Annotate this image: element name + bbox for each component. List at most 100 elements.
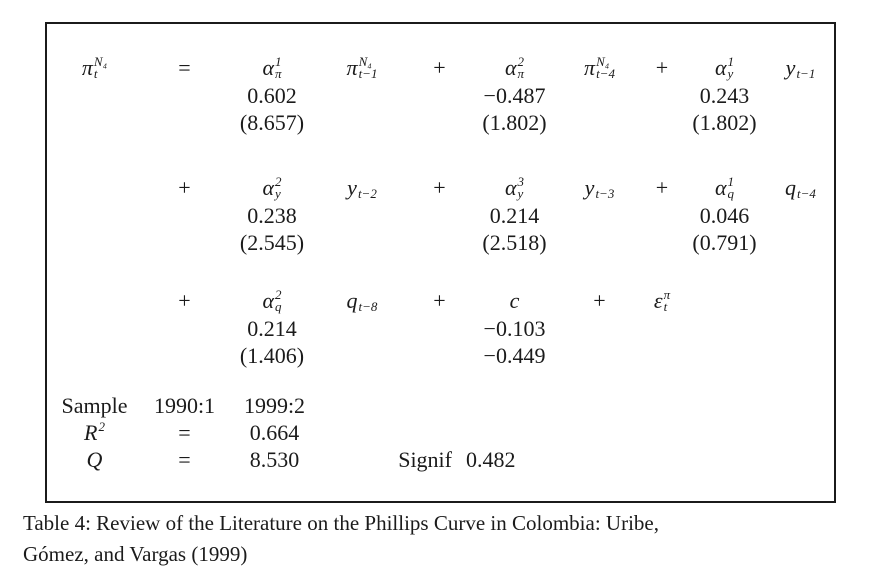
stats-row-label-sub: [98, 433, 105, 445]
eq-lhs-symbol-sub: t: [93, 66, 98, 81]
stats-row-label-base: Q: [86, 446, 103, 472]
stats-row-label-base: Sample: [61, 392, 128, 418]
eq-coefficient-symbol-sup: 2: [275, 287, 282, 302]
eq-variable-scripts: N₄ t−1: [358, 55, 378, 81]
stats-row-label-cell: Sample: [47, 392, 142, 419]
eq-variable-scripts: t−3: [595, 176, 614, 200]
eq-variable-sub: t−4: [596, 66, 615, 81]
stats-value: 1999:2: [243, 392, 306, 418]
eq-coefficient-symbol-sup: 2: [517, 54, 525, 69]
eq-tstat-value: −0.449: [483, 342, 546, 368]
eq-variable-base: q: [346, 288, 358, 313]
eq-variable-cell: y t−3: [557, 174, 642, 202]
eq-variable-sub: t−4: [797, 186, 816, 201]
eq-variable-scripts: t−2: [358, 176, 377, 200]
table-caption-line1: Table 4: Review of the Literature on the…: [23, 511, 659, 535]
eq-variable-scripts: t−1: [796, 56, 815, 80]
table-caption-line2: Gómez, and Vargas (1999): [23, 542, 248, 566]
eq-variable-cell: q t−8: [317, 287, 407, 315]
stats-value: 1990:1: [153, 392, 216, 418]
eq-coefficient-value: 0.238: [247, 202, 297, 228]
eq-operator: +: [433, 288, 446, 313]
eq-variable-cell: y t−2: [317, 174, 407, 202]
eq-variable-scripts: t−8: [359, 289, 378, 313]
eq-coefficient-symbol-sup: 1: [275, 54, 282, 69]
eq-coefficient-value: 0.046: [699, 202, 750, 228]
eq-variable-base: π: [584, 55, 596, 80]
eq-coefficient-symbol-sub: y: [727, 66, 734, 81]
stats-value: 0.664: [249, 419, 300, 445]
eq-variable-sup: N₄: [596, 54, 610, 69]
eq-variable: q t−4: [785, 175, 816, 201]
eq-coefficient-symbol-sub: π: [275, 66, 282, 81]
eq-variable-scripts: t−4: [797, 176, 816, 200]
stats-row-label: Q: [86, 446, 103, 472]
eq-lhs-symbol-scripts: N₄ t: [93, 55, 107, 81]
eq-coefficient-value: −0.103: [483, 315, 546, 341]
eq-coefficient-symbol-base: α: [262, 55, 275, 80]
eq-variable-sub: t−1: [358, 66, 378, 81]
equation-table-frame: π N₄ t = α 1 π 0.602 (8.657) π N₄ t−1 + α 2 π −0.487 (1.8…: [45, 22, 836, 503]
eq-tstat-value: (1.406): [239, 342, 305, 368]
eq-coefficient-symbol-base: α: [504, 175, 517, 200]
eq-coefficient-symbol-sup: 2: [275, 174, 282, 189]
eq-operator: +: [433, 55, 446, 80]
eq-operator: =: [178, 55, 191, 80]
eq-lhs-symbol: π N₄ t: [81, 55, 107, 81]
table-caption: Table 4: Review of the Literature on the…: [23, 508, 853, 570]
eq-variable-sub: t−2: [357, 186, 377, 201]
eq-coefficient-symbol-base: α: [714, 175, 727, 200]
stats-row-label-sup: 2: [98, 418, 105, 434]
eq-coefficient-symbol-base: c: [509, 288, 520, 313]
stats-row-label-base: R: [84, 419, 98, 445]
eq-variable: y t−3: [585, 176, 615, 201]
eq-variable-cell: y t−1: [767, 54, 834, 82]
eq-coefficient-symbol-base: α: [262, 175, 275, 200]
stats-row-label-cell: Q: [47, 446, 142, 473]
eq-operator: +: [178, 175, 191, 200]
eq-variable-cell: q t−4: [767, 174, 834, 202]
eq-coefficient-symbol-sub: q: [727, 186, 735, 201]
eq-variable: y t−2: [347, 176, 377, 201]
eq-tstat-value: (1.802): [692, 109, 757, 135]
eq-coefficient-symbol-base: α: [262, 288, 275, 313]
eq-coefficient-symbol-sup: 1: [727, 54, 735, 69]
eq-variable-sub: t−8: [358, 299, 378, 314]
eq-tstat-value: (0.791): [692, 229, 757, 255]
eq-tstat-value: (2.545): [239, 229, 305, 255]
eq-coefficient-symbol: c: [510, 289, 520, 313]
equation-row-2: + α 2 y 0.238 (2.545) y t−2 + α 3 y 0.214 (2.518) y t−3…: [47, 174, 834, 256]
eq-variable: y t−1: [786, 56, 816, 81]
eq-variable-base: q: [785, 175, 797, 200]
eq-variable-sub: t−3: [595, 186, 615, 201]
eq-variable: q t−8: [346, 288, 378, 314]
eq-coefficient-symbol-sub: q: [275, 299, 282, 314]
eq-coefficient-value: 0.214: [489, 202, 540, 228]
eq-coefficient-value: −0.487: [483, 82, 546, 108]
eq-variable-sub: t−1: [796, 66, 816, 81]
eq-variable-cell: π N₄ t−1: [317, 54, 407, 82]
eq-operator: +: [593, 288, 606, 313]
eq-coefficient-value: 0.214: [247, 315, 297, 341]
eq-coefficient-symbol-sup: π: [663, 287, 671, 302]
stats-value: Signif: [398, 446, 452, 472]
stats-row-label: Sample: [61, 392, 128, 418]
stats-row-label-scripts: 2: [98, 418, 105, 445]
eq-coefficient-symbol-cell: c: [472, 287, 557, 315]
eq-lhs-symbol-base: π: [81, 55, 93, 80]
